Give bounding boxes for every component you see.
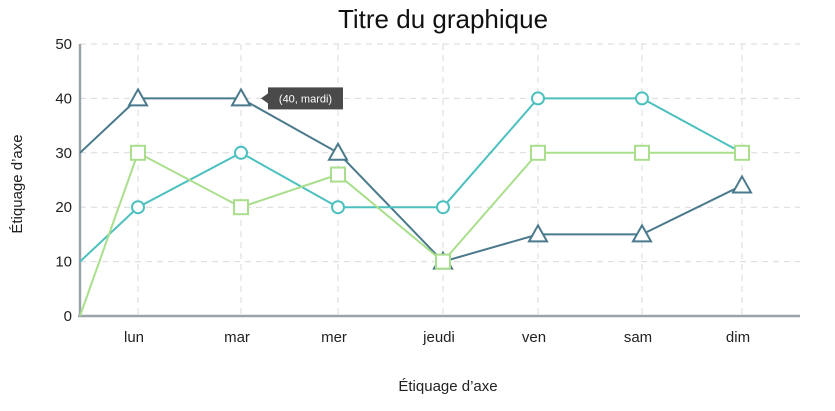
x-tick-label: ven (522, 329, 546, 346)
data-point-circle (531, 91, 545, 106)
axes (78, 44, 800, 318)
x-axis-title: Étiquage d’axe (398, 378, 497, 395)
x-tick-label: dim (726, 329, 750, 346)
y-tick-label: 0 (64, 308, 72, 325)
data-point-square (634, 144, 650, 161)
series-3 (79, 144, 750, 317)
data-point-circle (436, 200, 450, 215)
data-point-triangle (230, 87, 252, 107)
tooltip-text: (40, mardi) (279, 93, 332, 105)
data-point-triangle (327, 141, 349, 161)
data-point-square (734, 144, 750, 161)
data-point-triangle (631, 223, 653, 243)
y-axis-title: Étiquage d’axe (9, 134, 26, 233)
y-tick-labels: 0 10 20 30 40 50 (55, 36, 72, 325)
y-tick-label: 50 (55, 36, 72, 53)
series-line (79, 151, 742, 317)
y-tick-label: 10 (55, 254, 72, 271)
y-tick-label: 30 (55, 145, 72, 162)
series-line (79, 97, 743, 263)
x-tick-label: lun (124, 329, 144, 346)
series-1 (79, 87, 753, 270)
data-point-triangle (527, 223, 549, 243)
tooltip: (40, mardi) (261, 87, 343, 110)
x-tick-label: mer (321, 329, 347, 346)
data-point-circle (331, 200, 345, 215)
x-tick-label: jeudi (422, 329, 455, 346)
x-tick-label: sam (624, 329, 652, 346)
data-point-square (233, 199, 249, 216)
chart-title: Titre du graphique (338, 4, 548, 34)
data-point-circle (635, 91, 649, 106)
data-point-square (530, 144, 546, 161)
x-tick-labels: lun mar mer jeudi ven sam dim (124, 329, 750, 346)
y-tick-label: 20 (55, 199, 72, 216)
data-point-circle (131, 200, 145, 215)
tooltip-box (268, 87, 343, 110)
data-point-triangle (127, 87, 149, 107)
tooltip-pointer (261, 93, 268, 104)
x-tick-label: mar (224, 329, 250, 346)
data-point-circle (234, 145, 248, 160)
data-point-square (330, 166, 346, 183)
data-point-square (435, 253, 451, 270)
data-point-square (130, 144, 146, 161)
y-tick-label: 40 (55, 90, 72, 107)
data-point-triangle (731, 174, 753, 194)
series-group (79, 87, 753, 317)
